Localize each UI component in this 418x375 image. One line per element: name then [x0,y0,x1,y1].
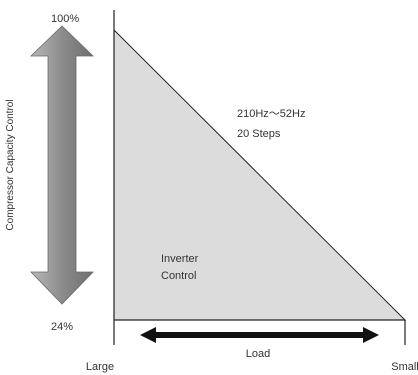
frequency-range-label: 210Hz～52Hz [237,108,305,120]
inverter-label: Inverter [161,253,199,265]
large-label: Large [86,361,114,373]
small-label: Small [391,361,418,373]
bottom-percent-label: 24% [51,321,73,333]
load-label: Load [246,348,270,360]
steps-label: 20 Steps [237,128,281,140]
capacity-double-arrow [30,25,94,305]
control-label: Control [161,270,196,282]
capacity-triangle [113,28,407,321]
top-percent-label: 100% [51,13,79,25]
load-double-arrow [140,327,379,343]
vertical-axis-label: Compressor Capacity Control [5,99,16,230]
